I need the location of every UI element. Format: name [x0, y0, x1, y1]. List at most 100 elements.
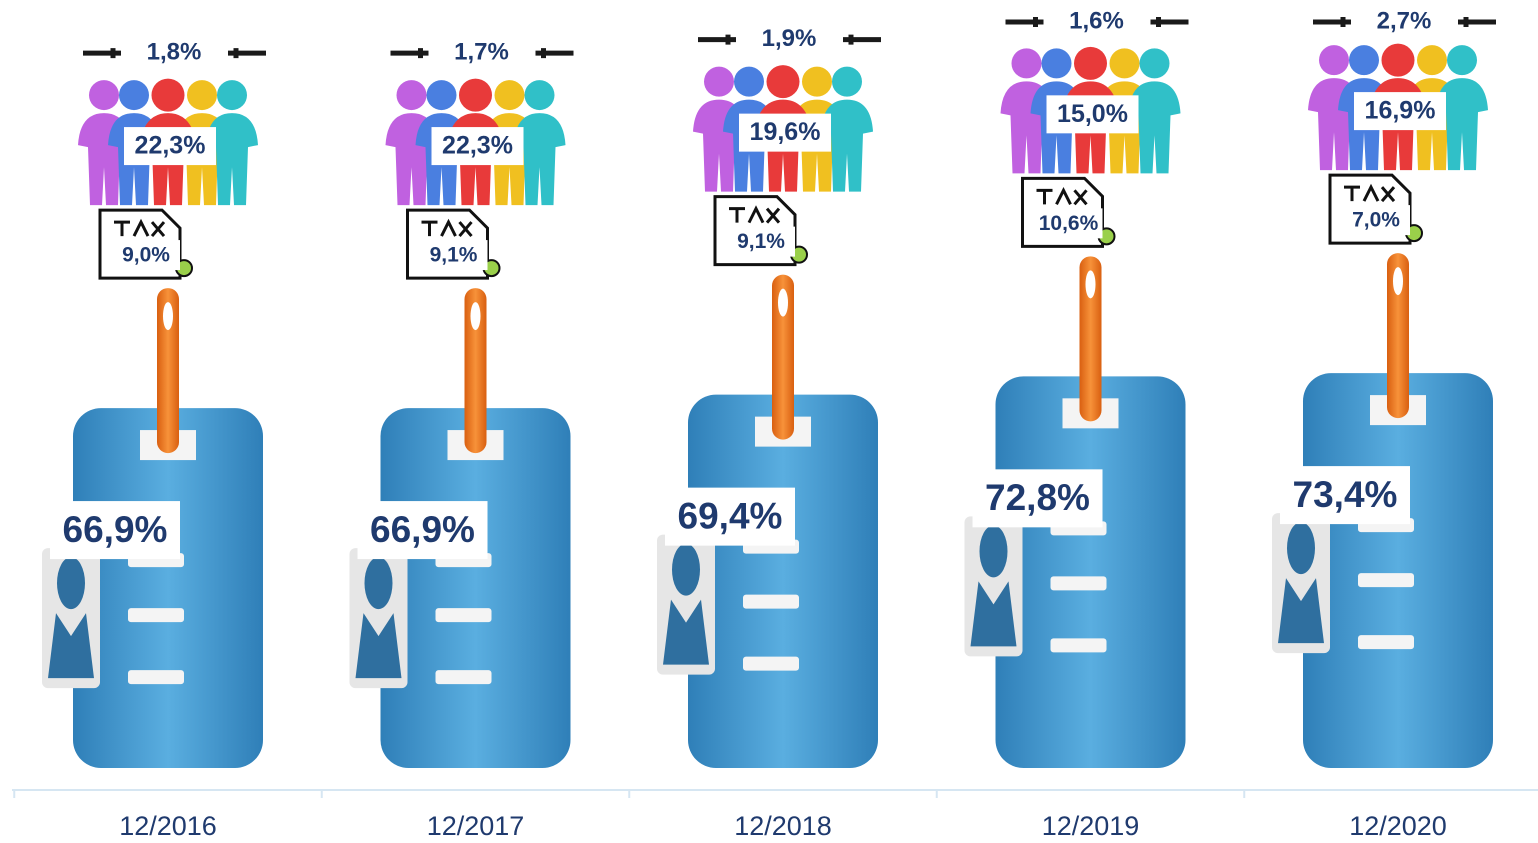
person-head [1447, 45, 1477, 76]
person-head [396, 80, 427, 111]
value-label: 1,6% [1069, 7, 1124, 34]
tax-word [1036, 186, 1088, 206]
portrait-head [364, 557, 393, 610]
person-head [1381, 43, 1415, 77]
value-label: 1,8% [147, 38, 202, 65]
value-label: 9,1% [737, 230, 785, 253]
lanyard [772, 274, 794, 440]
badge-body [995, 376, 1186, 768]
label-box [1342, 205, 1410, 236]
tax-word [729, 205, 781, 224]
portrait-body [48, 613, 94, 679]
lanyard [1079, 256, 1102, 422]
value-label: 2,7% [1377, 7, 1432, 34]
badge-line [1358, 573, 1414, 588]
marker-left [83, 48, 121, 59]
badge-photo [348, 518, 349, 519]
person-head [802, 66, 832, 97]
person-body [821, 99, 873, 192]
badge-line [1050, 576, 1107, 591]
badge-body [380, 408, 571, 768]
label-box [727, 226, 795, 257]
marker-left [390, 48, 429, 59]
badge-body [688, 394, 878, 768]
person-head [217, 80, 247, 111]
badge-photo [655, 505, 656, 506]
label-box [431, 127, 524, 166]
badge-body [1303, 373, 1493, 768]
marker-left [698, 34, 736, 45]
person-head [1319, 45, 1349, 76]
person-head [1041, 48, 1072, 79]
badge-line [743, 656, 799, 671]
badge-photo [40, 518, 41, 519]
label-box [1034, 208, 1103, 239]
person-head [119, 80, 149, 111]
marker-left [1005, 17, 1044, 27]
lanyard [464, 288, 487, 454]
value-label: 73,4% [1293, 474, 1398, 515]
label-box [419, 240, 488, 271]
person-head [1109, 48, 1140, 79]
portrait-head [672, 543, 700, 596]
badge-line [435, 670, 492, 685]
value-label: 66,9% [63, 509, 168, 550]
people-group: 22,3% [78, 75, 258, 206]
badge-photo [963, 486, 964, 487]
marker-right [228, 48, 266, 59]
person-head [459, 78, 492, 112]
value-label: 22,3% [442, 132, 513, 160]
marker-right [1150, 17, 1189, 27]
value-label: 9,1% [430, 244, 478, 267]
person-head [766, 65, 800, 99]
badge: 69,4% [655, 394, 878, 768]
label-box [1354, 92, 1446, 131]
label-box [112, 240, 180, 271]
label-box [1046, 95, 1139, 134]
label-box [1280, 466, 1410, 525]
lanyard-hole [163, 302, 173, 331]
value-label: 7,0% [1352, 209, 1400, 232]
badge-line [1358, 635, 1414, 650]
person-head [832, 66, 862, 97]
lanyard [157, 288, 179, 454]
badge: 66,9% [348, 408, 571, 768]
value-label: 66,9% [370, 509, 475, 550]
lanyard-hole [1085, 270, 1096, 299]
person-head [1349, 45, 1379, 76]
person-head [1074, 46, 1107, 80]
badge-line [1050, 638, 1107, 653]
x-tick-label: 12/2018 [734, 811, 832, 841]
lanyard-hole [778, 288, 788, 317]
person-body [1436, 78, 1488, 171]
person-head [151, 78, 185, 112]
portrait-body [970, 581, 1017, 647]
value-label: 22,3% [135, 132, 206, 160]
portrait-body [1278, 578, 1324, 644]
person-body [1128, 81, 1181, 174]
value-label: 9,0% [122, 244, 170, 267]
x-tick-label: 12/2017 [427, 811, 525, 841]
lanyard-hole [1393, 267, 1403, 296]
tax-word [1344, 183, 1396, 203]
label-box [50, 501, 180, 560]
value-label: 19,6% [750, 118, 821, 146]
badge-body [73, 408, 263, 768]
label-box [972, 469, 1103, 528]
people-group: 19,6% [693, 61, 873, 192]
value-label: 15,0% [1057, 100, 1128, 128]
person-head [1417, 45, 1447, 76]
badge: 73,4% [1272, 373, 1493, 768]
label-box [124, 127, 216, 166]
label-box [665, 487, 795, 546]
portrait-body [663, 599, 709, 665]
value-label: 1,9% [762, 25, 817, 52]
people-group: 22,3% [385, 75, 566, 206]
value-label: 72,8% [985, 477, 1090, 518]
person-head [524, 80, 555, 111]
person-head [187, 80, 217, 111]
value-label: 16,9% [1365, 97, 1436, 125]
badge-line [435, 608, 492, 623]
